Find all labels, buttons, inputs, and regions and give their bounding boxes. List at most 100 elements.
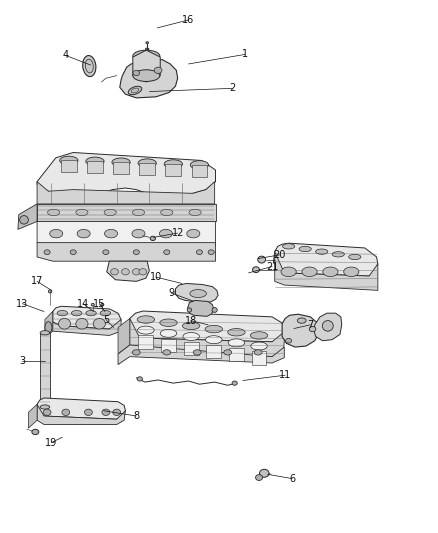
Polygon shape (37, 243, 215, 261)
Polygon shape (37, 221, 215, 245)
FancyBboxPatch shape (206, 345, 221, 358)
Text: 3: 3 (19, 356, 25, 366)
Text: 21: 21 (266, 262, 278, 271)
Polygon shape (37, 405, 125, 424)
Polygon shape (49, 306, 121, 329)
Ellipse shape (133, 70, 160, 82)
Text: 9: 9 (168, 288, 174, 298)
Ellipse shape (132, 229, 145, 238)
Ellipse shape (164, 160, 183, 168)
Ellipse shape (205, 336, 222, 344)
Polygon shape (61, 160, 77, 172)
Ellipse shape (121, 269, 129, 275)
Ellipse shape (316, 249, 328, 254)
Ellipse shape (251, 342, 267, 350)
Ellipse shape (133, 250, 139, 255)
Ellipse shape (102, 409, 110, 416)
Polygon shape (176, 284, 218, 303)
Ellipse shape (104, 209, 116, 216)
Polygon shape (314, 313, 342, 341)
Ellipse shape (48, 290, 52, 293)
Text: 20: 20 (274, 250, 286, 260)
Polygon shape (273, 243, 378, 276)
Polygon shape (28, 405, 37, 428)
Ellipse shape (349, 254, 361, 260)
Ellipse shape (86, 157, 104, 166)
Text: 16: 16 (182, 15, 194, 25)
Ellipse shape (57, 311, 67, 316)
Polygon shape (187, 301, 214, 317)
Polygon shape (118, 345, 284, 365)
Ellipse shape (190, 289, 206, 297)
Ellipse shape (91, 303, 94, 306)
Ellipse shape (86, 311, 96, 316)
Ellipse shape (20, 216, 28, 224)
Polygon shape (130, 318, 285, 357)
Ellipse shape (161, 209, 173, 216)
Ellipse shape (83, 55, 96, 77)
Polygon shape (87, 161, 103, 173)
Polygon shape (37, 204, 215, 221)
Ellipse shape (160, 329, 177, 337)
Ellipse shape (164, 250, 170, 255)
Ellipse shape (133, 70, 140, 76)
Ellipse shape (286, 338, 292, 343)
FancyBboxPatch shape (138, 335, 153, 349)
Polygon shape (107, 261, 149, 281)
Polygon shape (37, 182, 215, 204)
Ellipse shape (281, 267, 296, 277)
Ellipse shape (138, 326, 154, 334)
Ellipse shape (137, 316, 155, 323)
Ellipse shape (49, 229, 63, 238)
Ellipse shape (76, 209, 88, 216)
Ellipse shape (187, 308, 191, 312)
Ellipse shape (145, 48, 149, 50)
Ellipse shape (43, 409, 51, 416)
Ellipse shape (344, 267, 359, 277)
Ellipse shape (47, 209, 60, 216)
FancyBboxPatch shape (252, 351, 266, 365)
Ellipse shape (254, 350, 262, 355)
Polygon shape (166, 164, 181, 176)
Ellipse shape (159, 229, 173, 238)
Ellipse shape (259, 470, 269, 477)
Ellipse shape (138, 159, 156, 167)
Ellipse shape (132, 350, 140, 355)
Ellipse shape (113, 409, 120, 416)
Ellipse shape (183, 322, 200, 329)
Text: 18: 18 (184, 316, 197, 326)
Ellipse shape (187, 229, 200, 238)
FancyBboxPatch shape (40, 333, 49, 407)
Text: 4: 4 (63, 51, 69, 60)
Ellipse shape (62, 409, 70, 416)
Ellipse shape (196, 250, 202, 255)
Polygon shape (118, 318, 130, 354)
Text: 17: 17 (31, 276, 43, 286)
Ellipse shape (322, 320, 333, 331)
Ellipse shape (299, 246, 311, 252)
Ellipse shape (132, 209, 145, 216)
Polygon shape (36, 398, 125, 419)
Ellipse shape (212, 308, 217, 312)
Polygon shape (53, 312, 121, 335)
Ellipse shape (228, 339, 245, 347)
Ellipse shape (71, 311, 82, 316)
Ellipse shape (160, 319, 177, 326)
Text: 6: 6 (289, 474, 295, 483)
Polygon shape (139, 163, 155, 175)
Ellipse shape (146, 42, 148, 44)
Ellipse shape (70, 250, 76, 255)
Text: 15: 15 (93, 298, 106, 309)
Ellipse shape (137, 377, 142, 381)
Ellipse shape (85, 409, 92, 416)
Polygon shape (18, 204, 37, 229)
Ellipse shape (101, 303, 104, 306)
FancyBboxPatch shape (161, 338, 176, 352)
Ellipse shape (258, 256, 265, 263)
Ellipse shape (232, 381, 237, 385)
Ellipse shape (255, 474, 262, 480)
Ellipse shape (228, 328, 245, 336)
Ellipse shape (190, 160, 208, 169)
Polygon shape (37, 152, 215, 202)
Ellipse shape (150, 236, 155, 240)
